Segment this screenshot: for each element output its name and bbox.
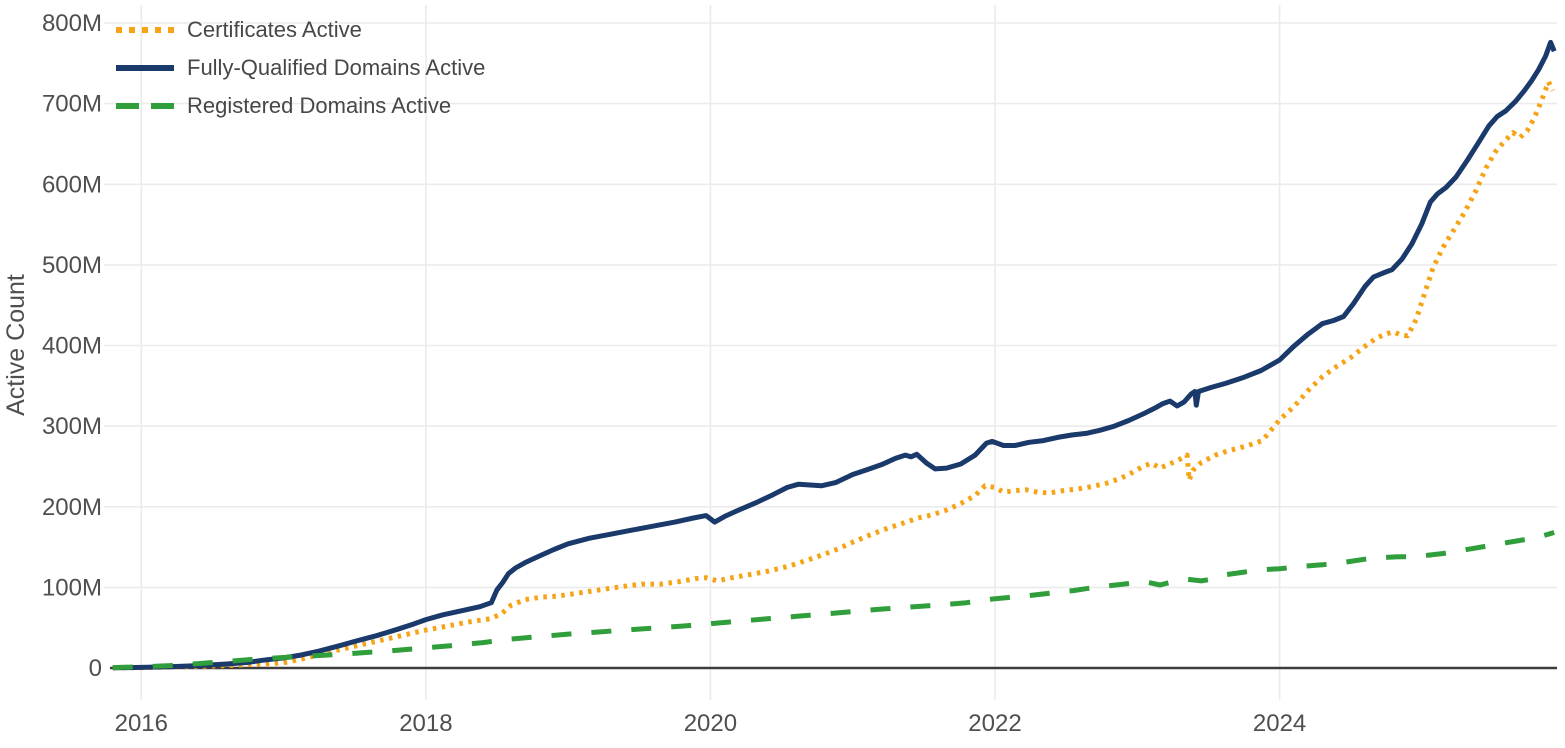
dashed-line-icon [116, 103, 174, 109]
y-tick-label: 700M [42, 91, 102, 118]
y-tick-label: 800M [42, 10, 102, 37]
series-line-1 [112, 39, 1557, 671]
legend-label-fully-qualified-domains-active: Fully-Qualified Domains Active [187, 55, 486, 80]
x-tick-label: 2024 [1253, 710, 1306, 737]
legend-label-certificates-active: Certificates Active [187, 17, 362, 42]
x-tick-label: 2016 [115, 710, 168, 737]
series-line-2 [112, 530, 1555, 671]
y-tick-label: 300M [42, 413, 102, 440]
legend-item-fully-qualified-domains-active[interactable]: Fully-Qualified Domains Active [116, 55, 485, 81]
solid-line-icon [116, 65, 174, 71]
y-tick-label: 0 [89, 655, 102, 682]
y-tick-label: 100M [42, 574, 102, 601]
y-tick-label: 600M [42, 171, 102, 198]
legend: Certificates Active Fully-Qualified Doma… [116, 17, 485, 131]
y-tick-label: 500M [42, 252, 102, 279]
y-axis-title: Active Count [2, 274, 30, 416]
legend-item-certificates-active[interactable]: Certificates Active [116, 17, 485, 43]
x-tick-label: 2018 [399, 710, 452, 737]
y-tick-label: 400M [42, 333, 102, 360]
x-tick-label: 2022 [968, 710, 1021, 737]
y-tick-label: 200M [42, 494, 102, 521]
x-tick-label: 2020 [684, 710, 737, 737]
legend-label-registered-domains-active: Registered Domains Active [187, 93, 452, 118]
series-line-0 [112, 79, 1555, 671]
dotted-line-icon [116, 27, 174, 33]
legend-item-registered-domains-active[interactable]: Registered Domains Active [116, 93, 485, 119]
